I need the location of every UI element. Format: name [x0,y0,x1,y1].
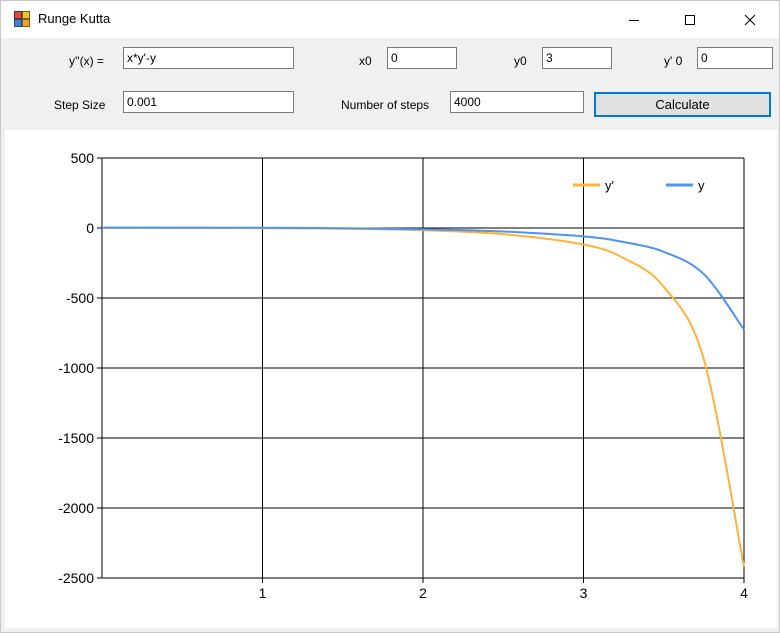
legend-label: y' [605,178,614,193]
y-tick-label: -1500 [58,430,94,446]
x0-input[interactable] [387,47,457,69]
y-tick-label: -1000 [58,360,94,376]
x-tick-label: 3 [580,585,588,601]
close-button[interactable] [727,1,773,38]
equation-input[interactable] [123,47,294,69]
equation-label: y''(x) = [69,54,104,68]
dy0-label: y' 0 [664,54,683,68]
chart-area: 500 0 -500 -1000 -1500 -2000 -2500 1 2 3 4 y' y [5,130,777,628]
num-steps-input[interactable] [450,91,584,113]
x-tick-label: 4 [740,585,748,601]
window-title: Runge Kutta [38,11,111,26]
y-tick-label: -2000 [58,500,94,516]
minimize-icon [629,19,639,21]
x-tick-label: 1 [259,585,267,601]
close-icon [744,14,756,25]
num-steps-label: Number of steps [341,98,430,112]
chart-grid [102,157,745,579]
step-size-label: Step Size [54,98,106,112]
calculate-button[interactable]: Calculate [594,92,771,117]
y-tick-label: 500 [71,150,95,166]
legend-label: y [698,178,705,193]
series-line-y [101,226,745,331]
y0-label: y0 [514,54,527,68]
step-size-input[interactable] [123,91,294,113]
chart: 500 0 -500 -1000 -1500 -2000 -2500 1 2 3 4 y' y [58,150,748,601]
x0-label: x0 [359,54,372,68]
minimize-button[interactable] [611,1,657,38]
y0-input[interactable] [542,47,612,69]
app-icon [14,11,30,27]
chart-series [101,226,745,567]
maximize-button[interactable] [667,1,713,38]
y-tick-label: -500 [66,290,94,306]
dy0-input[interactable] [697,47,773,69]
maximize-icon [685,14,695,25]
x-axis-ticks: 1 2 3 4 [259,578,748,601]
y-axis-ticks: 500 0 -500 -1000 -1500 -2000 -2500 [58,150,102,586]
title-bar[interactable]: Runge Kutta [1,1,779,38]
chart-legend: y' y [573,178,705,193]
y-tick-label: -2500 [58,570,94,586]
x-tick-label: 2 [419,585,427,601]
y-tick-label: 0 [86,220,94,236]
